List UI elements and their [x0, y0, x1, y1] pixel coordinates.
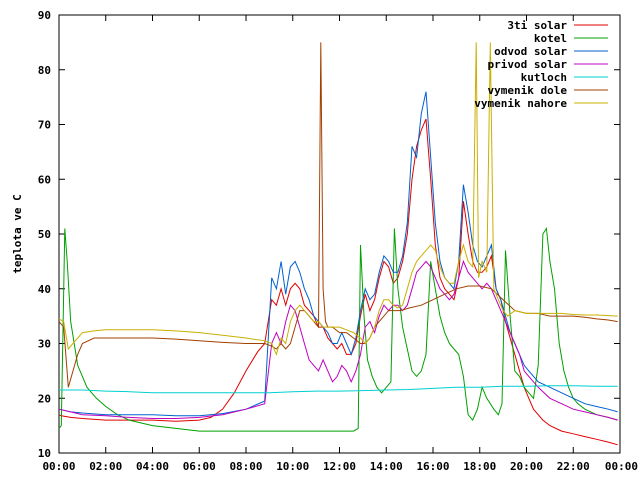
x-tick-label: 08:00 — [229, 460, 262, 473]
x-tick-label: 06:00 — [183, 460, 216, 473]
y-tick-label: 80 — [38, 64, 51, 77]
x-tick-label: 12:00 — [323, 460, 356, 473]
series-line-kutloch — [59, 385, 618, 394]
y-axis-ticks: 10 20 30 40 50 60 70 80 90 — [38, 9, 620, 460]
y-axis-title: teplota ve C — [11, 194, 24, 273]
y-tick-label: 40 — [38, 283, 51, 296]
y-tick-label: 60 — [38, 173, 51, 186]
y-tick-label: 10 — [38, 447, 51, 460]
legend-label-3ti-solar: 3ti solar — [507, 19, 567, 32]
x-tick-label: 16:00 — [416, 460, 449, 473]
x-tick-label: 22:00 — [557, 460, 590, 473]
legend-label-vymenik-nahore: vymenik nahore — [474, 97, 567, 110]
y-tick-label: 30 — [38, 338, 51, 351]
x-tick-label: 14:00 — [370, 460, 403, 473]
series-line-odvod-solar — [58, 91, 618, 417]
legend-label-kutloch: kutloch — [521, 71, 567, 84]
x-tick-label: 02:00 — [89, 460, 122, 473]
legend-label-kotel: kotel — [534, 32, 567, 45]
x-tick-label: 04:00 — [136, 460, 169, 473]
x-axis-ticks: 00:00 02:00 04:00 06:00 08:00 10:00 12:00 14:00… — [42, 15, 638, 473]
legend-label-vymenik-dole: vymenik dole — [488, 84, 568, 97]
x-tick-label: 00:00 — [42, 460, 75, 473]
x-tick-label: 00:00 — [605, 460, 638, 473]
series-line-vymenik-nahore — [58, 42, 618, 356]
legend-label-odvod-solar: odvod solar — [494, 45, 567, 58]
legend-label-privod-solar: privod solar — [488, 58, 568, 71]
x-tick-label: 18:00 — [463, 460, 496, 473]
y-tick-label: 50 — [38, 228, 51, 241]
x-tick-label: 10:00 — [276, 460, 309, 473]
y-tick-label: 20 — [38, 392, 51, 405]
series-line-kotel — [58, 227, 618, 432]
series-lines — [58, 42, 618, 446]
y-tick-label: 70 — [38, 119, 51, 132]
x-tick-label: 20:00 — [510, 460, 543, 473]
y-tick-label: 90 — [38, 9, 51, 22]
series-line-vymenik-dole — [58, 42, 618, 388]
